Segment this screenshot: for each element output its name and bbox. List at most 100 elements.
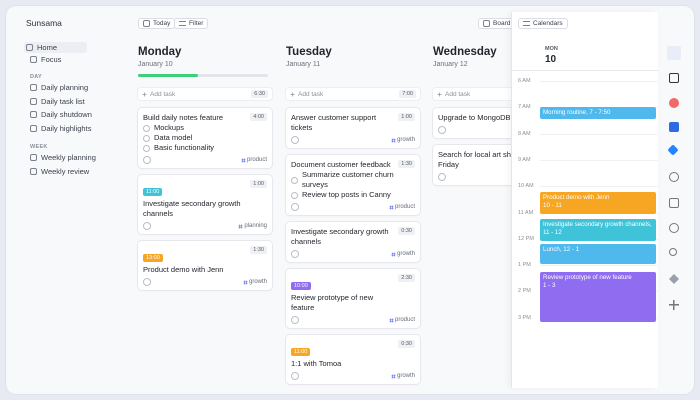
plus-icon [290,92,295,96]
task-list: Answer customer support tickets 1:00 growt… [286,108,420,384]
today-button[interactable]: Today [138,18,176,29]
nav-item[interactable]: Weekly review [30,167,89,176]
subtask-title: Summarize customer churn surveys [302,170,394,189]
duration: 1:30 [250,246,267,254]
task-card[interactable]: 11:00 1:1 with Tomoa 0:30 growth [286,335,420,384]
task-footer: growth [291,136,415,144]
task-card[interactable]: Answer customer support tickets 1:00 growt… [286,108,420,148]
channel-tag: product [241,157,267,163]
add-task[interactable]: Add task 6:30 [138,88,272,100]
nav-item[interactable]: Weekly planning [30,153,96,162]
task-title: Investigate secondary growth channels [143,199,241,218]
complete-check[interactable] [143,156,151,164]
subtask-title: Review top posts in Canny [302,190,391,199]
icon[interactable] [667,46,681,60]
task-footer: product [291,316,415,324]
icon[interactable] [667,144,679,156]
calendar-event[interactable]: Investigate secondary growth channels, 1… [540,219,656,241]
check[interactable] [291,191,298,199]
complete-check[interactable] [291,372,299,380]
icon[interactable] [669,198,679,208]
icon[interactable] [669,73,679,83]
icon[interactable] [669,98,679,108]
icon[interactable] [669,274,679,284]
task-footer: planning [143,222,267,230]
channel-name: planning [244,223,267,229]
calendar-event[interactable]: Product demo with Jenn 10 - 11 [540,192,656,214]
icon[interactable] [669,122,679,132]
channel-name: product [394,317,415,323]
subtask[interactable]: Summarize customer churn surveys [291,170,415,190]
channel-tag: growth [391,137,415,143]
nav-item[interactable]: Daily planning [30,83,88,92]
subtask[interactable]: Data model [143,133,267,143]
icon [483,20,490,27]
task-footer: product [291,203,415,211]
hour-label: 3 PM [518,314,531,321]
check[interactable] [143,144,150,152]
subtask[interactable]: Basic functionality [143,143,267,153]
board-button[interactable]: Board [478,18,516,29]
hash-icon [241,157,246,163]
hour-label: 7 AM [518,104,531,111]
day-name: Wednesday [433,46,497,58]
task-card[interactable]: 11:00 Investigate secondary growth channe… [138,175,272,234]
check[interactable] [291,176,298,184]
calendar-event[interactable]: Morning routine, 7 - 7:50 [540,107,656,119]
task-card[interactable]: Document customer feedback 1:30 Summarize … [286,155,420,215]
check[interactable] [143,124,150,132]
subtask[interactable]: Mockups [143,123,267,133]
workspace-name[interactable]: Sunsama [26,18,62,28]
nav-item[interactable]: Focus [30,55,61,64]
add-task[interactable]: Add task 7:00 [286,88,420,100]
icon [30,154,37,161]
complete-check[interactable] [143,222,151,230]
hour-label: 6 AM [518,78,531,84]
icon[interactable] [669,223,679,233]
complete-check[interactable] [291,203,299,211]
label: Today [153,20,171,27]
calendar-event[interactable]: Lunch, 12 - 1 [540,244,656,264]
channel-name: product [246,157,267,163]
calendar-panel: Calendars MON 10 6 AM 7 AM 8 AM 9 AM 10 AM 11… [512,12,658,388]
hour-label: 11 AM [518,209,534,216]
icon[interactable] [669,248,677,256]
nav-item[interactable]: Daily task list [30,97,85,106]
icon [30,167,37,175]
complete-check[interactable] [143,278,151,286]
nav-item[interactable]: Home [24,42,88,53]
task-card[interactable]: Build daily notes feature 4:00 Mockups Data… [138,108,272,168]
complete-check[interactable] [291,250,299,258]
calendar-event[interactable]: Review prototype of new feature 1 - 3 [540,272,656,322]
task-card[interactable]: 13:00 Product demo with Jenn 1:30 growth [138,241,272,290]
label: Filter [189,20,204,27]
icon [26,44,33,51]
nav-item[interactable]: Daily highlights [30,124,91,133]
task-card[interactable]: 10:00 Review prototype of new feature 2:30… [286,269,420,328]
task-title: Review prototype of new feature [291,293,374,312]
nav-item[interactable]: Daily shutdown [30,110,92,119]
subtask[interactable]: Review top posts in Canny [291,190,415,200]
hour-label: 9 AM [518,156,531,163]
hour-label: 2 PM [518,288,531,295]
icon[interactable] [669,172,679,182]
filter-button[interactable]: Filter [174,18,209,29]
icon[interactable] [669,300,679,310]
check[interactable] [143,134,150,142]
event-time: 10 - 11 [543,202,562,209]
complete-check[interactable] [291,316,299,324]
task-title: Answer customer support tickets [291,113,377,132]
complete-check[interactable] [438,173,446,181]
calendars-button[interactable]: Calendars [518,18,568,29]
label: Daily task list [41,96,85,106]
task-card[interactable]: Investigate secondary growth channels 0:3… [286,222,420,262]
start-time: 10:00 [291,282,311,290]
duration: 0:30 [398,340,415,348]
complete-check[interactable] [291,136,299,144]
integrations-strip [658,12,694,394]
channel-name: growth [396,137,415,143]
channel-name: growth [248,279,267,285]
icon [143,20,150,27]
complete-check[interactable] [438,126,446,134]
event-title: Lunch, 12 - 1 [543,246,580,253]
